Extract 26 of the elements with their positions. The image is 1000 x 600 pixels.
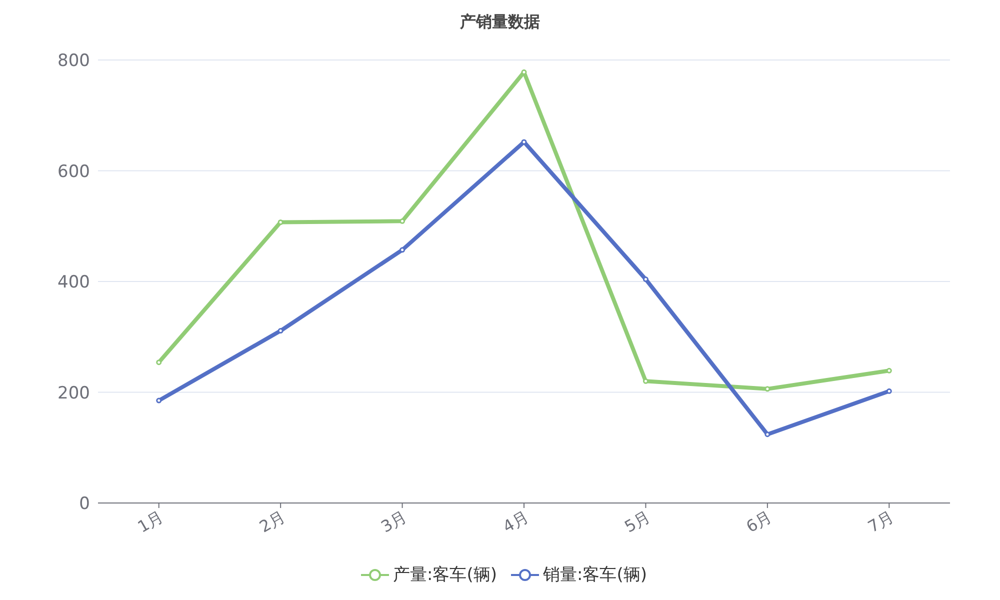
y-tick-label: 800 [58, 51, 90, 72]
point [278, 220, 284, 225]
y-tick-label: 600 [58, 162, 90, 182]
y-tick-label: 200 [58, 383, 90, 404]
point [278, 328, 284, 334]
x-tick-label: 2月 [256, 506, 288, 536]
point [400, 247, 406, 253]
y-tick-label: 400 [58, 272, 90, 293]
point [521, 139, 527, 145]
point [642, 276, 648, 282]
x-tick-label: 6月 [742, 506, 776, 536]
chart-title: 产销量数据 [459, 11, 541, 33]
point [764, 432, 770, 438]
point [156, 398, 162, 404]
y-tick-label: 0 [79, 494, 90, 514]
x-tick-label: 5月 [621, 506, 654, 536]
point [400, 218, 406, 224]
point [156, 360, 162, 366]
point [886, 388, 892, 394]
x-tick-label: 4月 [500, 506, 532, 536]
legend-label: 产量:客车(辆) [393, 564, 497, 586]
x-tick-label: 3月 [378, 506, 410, 536]
x-tick-label: 1月 [134, 506, 167, 536]
point [642, 378, 648, 384]
x-tick-label: 7月 [864, 506, 897, 536]
legend-label: 销量:客车(辆) [543, 564, 647, 586]
